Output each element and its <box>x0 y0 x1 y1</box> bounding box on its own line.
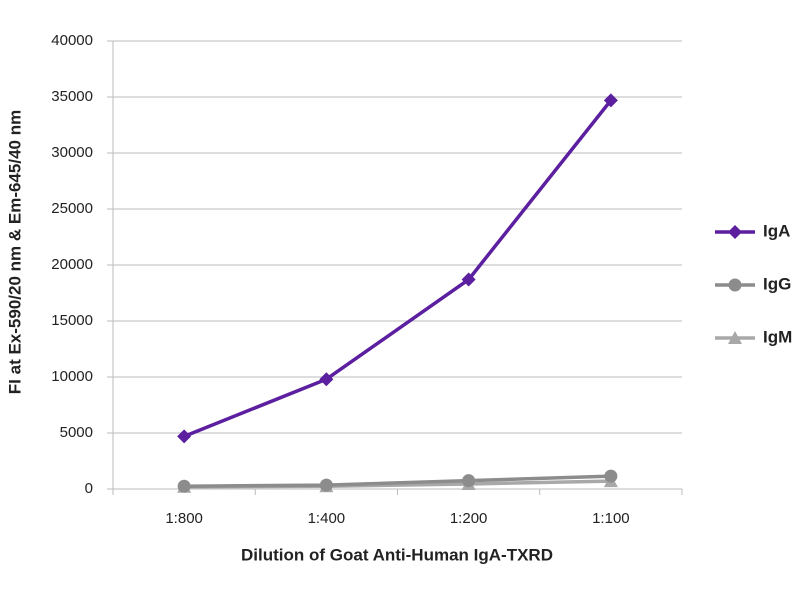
series-line <box>184 474 611 488</box>
y-tick-label: 0 <box>85 480 93 497</box>
y-tick-label: 25000 <box>51 200 93 217</box>
legend-label: IgG <box>763 274 791 293</box>
y-tick-label: 35000 <box>51 88 93 105</box>
legend-label: IgM <box>763 327 792 346</box>
marker <box>603 93 618 108</box>
x-axis-label: Dilution of Goat Anti-Human IgA-TXRD <box>241 545 553 564</box>
y-tick-label: 15000 <box>51 312 93 329</box>
marker <box>177 429 192 444</box>
x-tick-label: 1:100 <box>592 510 630 527</box>
y-tick-label: 5000 <box>60 424 93 441</box>
legend-label: IgA <box>763 221 790 240</box>
y-axis-label: FI at Ex-590/20 nm & Em-645/40 nm <box>5 110 24 394</box>
series-line <box>183 99 613 438</box>
marker <box>461 272 476 287</box>
marker <box>319 478 333 492</box>
marker <box>728 278 742 292</box>
y-tick-label: 40000 <box>51 32 93 49</box>
marker <box>177 479 191 493</box>
marker <box>728 225 742 239</box>
marker <box>728 331 742 344</box>
marker <box>462 474 476 488</box>
y-tick-label: 20000 <box>51 256 93 273</box>
marker <box>604 469 618 483</box>
y-tick-label: 10000 <box>51 368 93 385</box>
x-tick-label: 1:800 <box>165 510 203 527</box>
marker <box>319 372 334 387</box>
x-tick-label: 1:200 <box>450 510 488 527</box>
x-tick-label: 1:400 <box>308 510 346 527</box>
y-tick-label: 30000 <box>51 144 93 161</box>
